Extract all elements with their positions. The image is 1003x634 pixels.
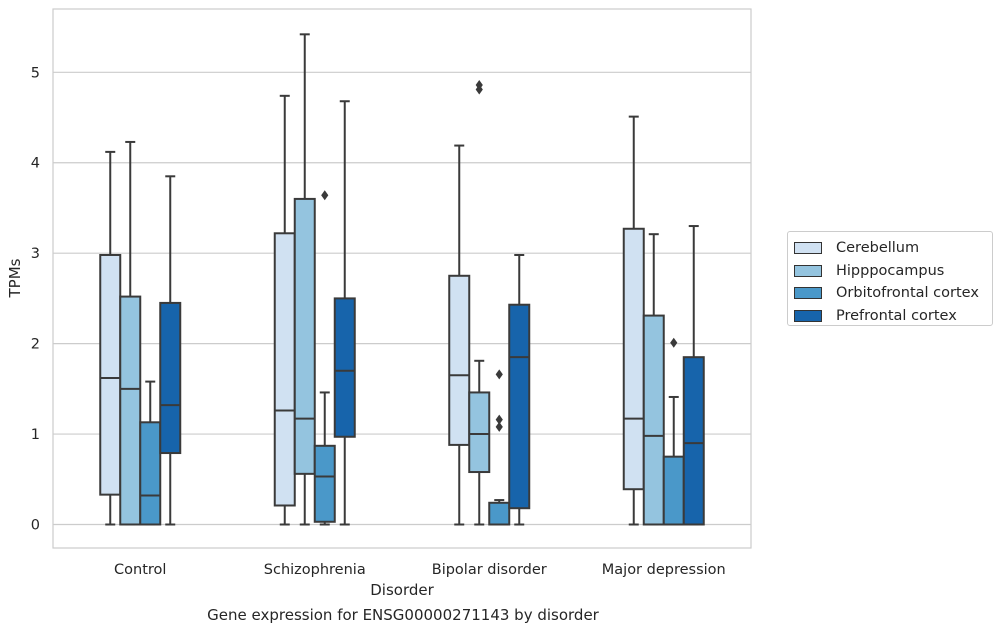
box-prefrontal-cortex bbox=[508, 253, 531, 526]
y-tick-label: 1 bbox=[31, 427, 40, 443]
box-iqr bbox=[333, 297, 356, 438]
box-iqr bbox=[622, 227, 645, 491]
y-tick-label: 4 bbox=[31, 156, 40, 172]
box-iqr bbox=[448, 274, 471, 446]
box-orbitofrontal-cortex bbox=[488, 369, 511, 526]
outlier-point bbox=[495, 414, 503, 425]
box-prefrontal-cortex bbox=[333, 100, 356, 526]
box-orbitofrontal-cortex bbox=[139, 380, 162, 526]
x-tick-labels: Control Schizophrenia Bipolar disorder Majo… bbox=[114, 562, 726, 578]
figure-caption: Gene expression for ENSG00000271143 by d… bbox=[207, 606, 599, 624]
outlier-point bbox=[495, 369, 503, 380]
chart-legend: Cerebellum Hipppocampus Orbitofrontal cort… bbox=[787, 231, 993, 326]
legend-label: Orbitofrontal cortex bbox=[836, 285, 979, 302]
box-cerebellum bbox=[622, 115, 645, 526]
box-iqr bbox=[682, 356, 705, 526]
legend-label: Cerebellum bbox=[836, 240, 920, 257]
outlier-point bbox=[321, 190, 329, 201]
legend-label: Hipppocampus bbox=[836, 262, 945, 279]
box-iqr bbox=[119, 295, 142, 526]
box-cerebellum bbox=[448, 144, 471, 526]
box-hipppocampus bbox=[119, 140, 142, 526]
box-hipppocampus bbox=[468, 79, 491, 526]
box-iqr bbox=[293, 197, 316, 475]
box-iqr bbox=[159, 301, 182, 455]
legend-item: Cerebellum bbox=[794, 237, 992, 260]
legend-item: Prefrontal cortex bbox=[794, 305, 992, 328]
box-hipppocampus bbox=[293, 33, 316, 526]
box-cerebellum bbox=[273, 94, 296, 526]
box-orbitofrontal-cortex bbox=[313, 190, 336, 526]
box-iqr bbox=[488, 501, 511, 526]
box-iqr bbox=[662, 455, 685, 526]
plot-frame bbox=[52, 8, 752, 549]
legend-swatch bbox=[794, 309, 822, 322]
y-tick-label: 0 bbox=[31, 517, 40, 533]
x-tick-label: Major depression bbox=[602, 562, 726, 578]
y-tick-label: 3 bbox=[31, 246, 40, 262]
legend-label: Prefrontal cortex bbox=[836, 307, 957, 324]
legend-item: Hipppocampus bbox=[794, 260, 992, 283]
x-tick-label: Control bbox=[114, 562, 166, 578]
box-plot-boxes bbox=[99, 33, 705, 526]
box-prefrontal-cortex bbox=[682, 225, 705, 526]
outlier-point bbox=[475, 79, 483, 90]
box-iqr bbox=[273, 232, 296, 507]
box-cerebellum bbox=[99, 150, 122, 526]
x-axis-label: Disorder bbox=[370, 581, 434, 599]
box-iqr bbox=[313, 444, 336, 523]
box-orbitofrontal-cortex bbox=[662, 337, 685, 526]
y-axis-label: TPMs bbox=[6, 258, 24, 298]
y-tick-label: 2 bbox=[31, 337, 40, 353]
outlier-point bbox=[495, 421, 503, 432]
x-tick-label: Schizophrenia bbox=[264, 562, 366, 578]
box-iqr bbox=[468, 391, 491, 474]
outlier-point bbox=[670, 337, 678, 348]
box-prefrontal-cortex bbox=[159, 175, 182, 526]
box-iqr bbox=[642, 314, 665, 526]
box-iqr bbox=[139, 421, 162, 526]
legend-item: Orbitofrontal cortex bbox=[794, 282, 992, 305]
box-hipppocampus bbox=[642, 233, 665, 526]
legend-swatch bbox=[794, 287, 822, 300]
legend-swatch bbox=[794, 242, 822, 255]
x-tick-label: Bipolar disorder bbox=[432, 562, 547, 578]
box-iqr bbox=[508, 303, 531, 510]
y-tick-label: 5 bbox=[31, 65, 40, 81]
legend-swatch bbox=[794, 264, 822, 277]
box-iqr bbox=[99, 253, 122, 496]
y-tick-labels: 0 1 2 3 4 5 bbox=[31, 65, 40, 533]
